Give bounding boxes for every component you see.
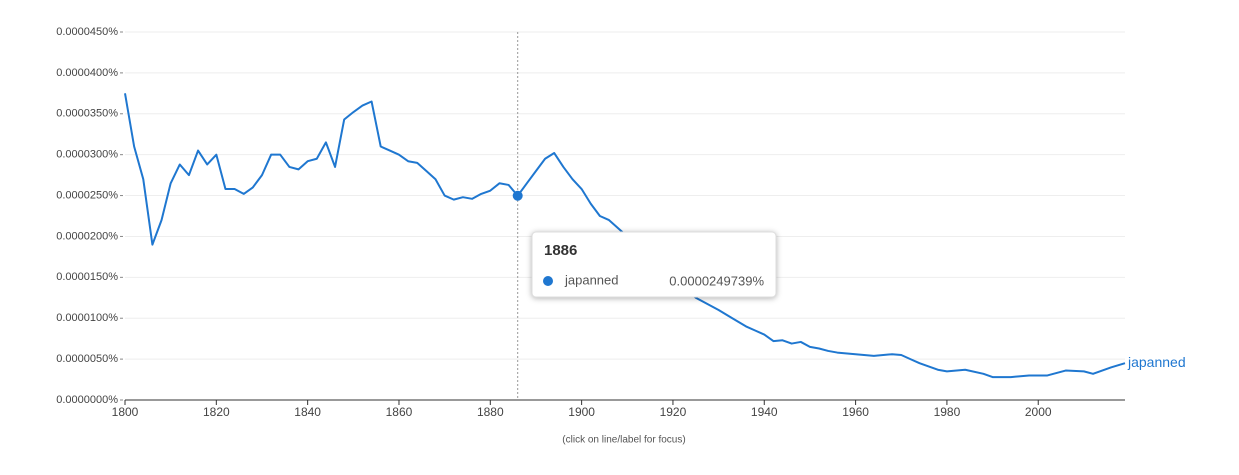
x-tick-label: 1800 bbox=[112, 405, 139, 419]
x-tick-label: 1980 bbox=[934, 405, 961, 419]
line bbox=[124, 93, 1126, 379]
y-tick-label: 0.0000200% bbox=[56, 230, 118, 242]
x-tick-label: 2000 bbox=[1025, 405, 1052, 419]
note: (click on line/label for focus) bbox=[562, 435, 685, 446]
x-tick-label: 1860 bbox=[386, 405, 413, 419]
x-tick-label: 1880 bbox=[477, 405, 504, 419]
tooltip-dot bbox=[543, 276, 553, 286]
y-tick-label: 0.0000300% bbox=[56, 149, 118, 161]
y-tick-label: 0.0000400% bbox=[56, 67, 118, 79]
x-tick-label: 1900 bbox=[568, 405, 595, 419]
series-label: japanned bbox=[1127, 354, 1186, 370]
y-tick-label: 0.0000250% bbox=[56, 189, 118, 201]
y-tick-label: 0.0000100% bbox=[56, 312, 118, 324]
tooltip-series: japanned bbox=[564, 272, 619, 287]
x-tick-label: 1960 bbox=[842, 405, 869, 419]
x-tick-label: 1940 bbox=[751, 405, 778, 419]
x-tick-label: 1920 bbox=[660, 405, 687, 419]
hover-point bbox=[512, 190, 523, 201]
x-tick-label: 1840 bbox=[294, 405, 321, 419]
tooltip: 1886 japanned 0.0000249739% bbox=[531, 231, 777, 298]
y-tick-label: 0.0000000% bbox=[56, 394, 118, 406]
y-tick-label: 0.0000050% bbox=[56, 353, 118, 365]
y-tick-label: 0.0000350% bbox=[56, 108, 118, 120]
tooltip-year: 1886 bbox=[544, 242, 577, 259]
tooltip-box bbox=[531, 231, 777, 298]
y-tick-label: 0.0000450% bbox=[56, 26, 118, 38]
y-tick-label: 0.0000150% bbox=[56, 271, 118, 283]
tooltip-value: 0.0000249739% bbox=[669, 273, 764, 288]
x-tick-label: 1820 bbox=[203, 405, 230, 419]
